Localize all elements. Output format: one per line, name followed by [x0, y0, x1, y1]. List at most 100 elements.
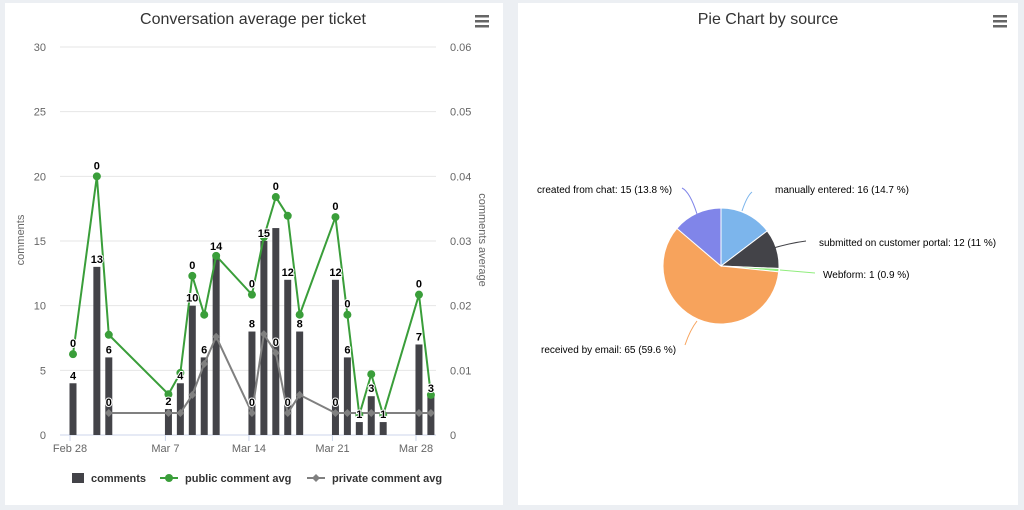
y2-tick-label: 0.04 [450, 171, 471, 183]
bar-data-label: 2 [165, 396, 171, 408]
line-data-label: 0 [332, 397, 338, 409]
y2-tick-label: 0 [450, 430, 456, 442]
bar-data-label: 8 [297, 319, 303, 331]
chart-title: Conversation average per ticket [140, 11, 366, 28]
bar-data-label: 4 [70, 370, 77, 382]
bar-data-label: 10 [186, 293, 198, 305]
menu-button[interactable] [475, 15, 489, 28]
line-point [212, 332, 221, 341]
bar-data-label: 7 [416, 331, 422, 343]
legend-item-public-comment-avg[interactable]: public comment avg [160, 473, 291, 485]
line-data-label: 0 [94, 160, 100, 172]
line-point [414, 409, 423, 418]
y2-tick-label: 0.05 [450, 107, 471, 119]
line-point [92, 172, 101, 181]
bar-data-label: 12 [329, 267, 341, 279]
legend-item-private-comment-avg[interactable]: private comment avg [307, 473, 442, 485]
connector [779, 269, 816, 274]
y-tick-label: 15 [34, 236, 46, 248]
bar-data-label: 6 [201, 344, 207, 356]
bar [343, 357, 351, 435]
line-data-label: 0 [344, 299, 350, 311]
line-point [200, 310, 209, 319]
bar [212, 253, 220, 435]
line-point [271, 348, 280, 357]
line-point [247, 290, 256, 299]
x-tick-label: Feb 28 [53, 443, 87, 455]
bar-data-label: 1 [380, 409, 386, 421]
line-point [188, 271, 197, 280]
conversation-average-chart: Conversation average per ticket comments… [15, 11, 489, 485]
line-point [283, 409, 292, 418]
bar-data-label: 8 [249, 319, 255, 331]
line-point [176, 368, 185, 377]
bar-data-label: 4 [177, 370, 184, 382]
legend: comments public comment avg private comm… [72, 473, 442, 485]
x-tick-label: Mar 28 [399, 443, 433, 455]
series-line [108, 331, 431, 417]
line-data-label: 0 [416, 279, 422, 291]
line-point [200, 359, 209, 368]
line-point [104, 409, 113, 418]
line-point [426, 390, 435, 399]
line-point [331, 213, 340, 222]
bar-data-label: 12 [282, 267, 294, 279]
line-data-label: 0 [332, 201, 338, 213]
chart-title: Pie Chart by source [698, 11, 839, 28]
series-line [72, 176, 432, 419]
y2-tick-label: 0.06 [450, 42, 471, 54]
bar [69, 383, 77, 435]
y-axis-title: comments [15, 214, 27, 265]
line-point [164, 390, 173, 399]
line-point [426, 409, 435, 418]
pie-label-webform: Webform: 1 (0.9 %) [823, 270, 910, 281]
line-point [69, 350, 77, 359]
line-point [367, 409, 376, 418]
pie-label-manually-entered: manually entered: 16 (14.7 %) [775, 185, 909, 196]
line-point [188, 390, 197, 399]
line-point [414, 290, 423, 299]
pie-label-chat: created from chat: 15 (13.8 %) [537, 185, 672, 196]
x-tick-label: Mar 21 [315, 443, 349, 455]
line-point [283, 211, 292, 220]
line-point [176, 409, 185, 418]
menu-button[interactable] [993, 15, 1007, 28]
pie-label-customer-portal: submitted on customer portal: 12 (11 %) [819, 238, 996, 249]
connector [681, 187, 698, 215]
line-data-label: 0 [70, 338, 76, 350]
line-point [295, 310, 304, 319]
conversation-average-chart-panel: Conversation average per ticket comments… [5, 3, 503, 505]
bar-data-label: 13 [91, 254, 103, 266]
bar-data-label: 15 [258, 228, 270, 240]
line-data-label: 0 [285, 397, 291, 409]
bar [164, 409, 172, 435]
pie-label-email: received by email: 65 (59.6 %) [541, 345, 676, 356]
line-point [247, 409, 256, 418]
svg-text:public comment avg: public comment avg [185, 473, 291, 485]
y-tick-label: 10 [34, 301, 46, 313]
line-point [343, 310, 352, 319]
bar [93, 266, 101, 435]
x-tick-label: Mar 7 [151, 443, 179, 455]
line-point [367, 370, 376, 379]
pie-chart-panel: Pie Chart by source manually entered: 16… [518, 3, 1018, 505]
legend-item-comments[interactable]: comments [72, 473, 146, 485]
y-tick-label: 5 [40, 365, 46, 377]
bar-data-label: 6 [106, 344, 112, 356]
line-data-label: 0 [189, 260, 195, 272]
bar [248, 331, 256, 435]
line-data-label: 0 [249, 279, 255, 291]
line-point [379, 410, 388, 419]
bar-data-label: 6 [344, 344, 350, 356]
pie-chart: Pie Chart by source manually entered: 16… [537, 11, 1007, 356]
line-data-label: 0 [106, 397, 112, 409]
bar [331, 279, 339, 435]
bar [379, 422, 387, 435]
line-point [259, 330, 268, 339]
line-point [355, 410, 364, 419]
line-point [212, 251, 221, 260]
svg-text:comments: comments [91, 473, 146, 485]
bar [272, 228, 280, 435]
bar [200, 357, 208, 435]
svg-text:private comment avg: private comment avg [332, 473, 442, 485]
